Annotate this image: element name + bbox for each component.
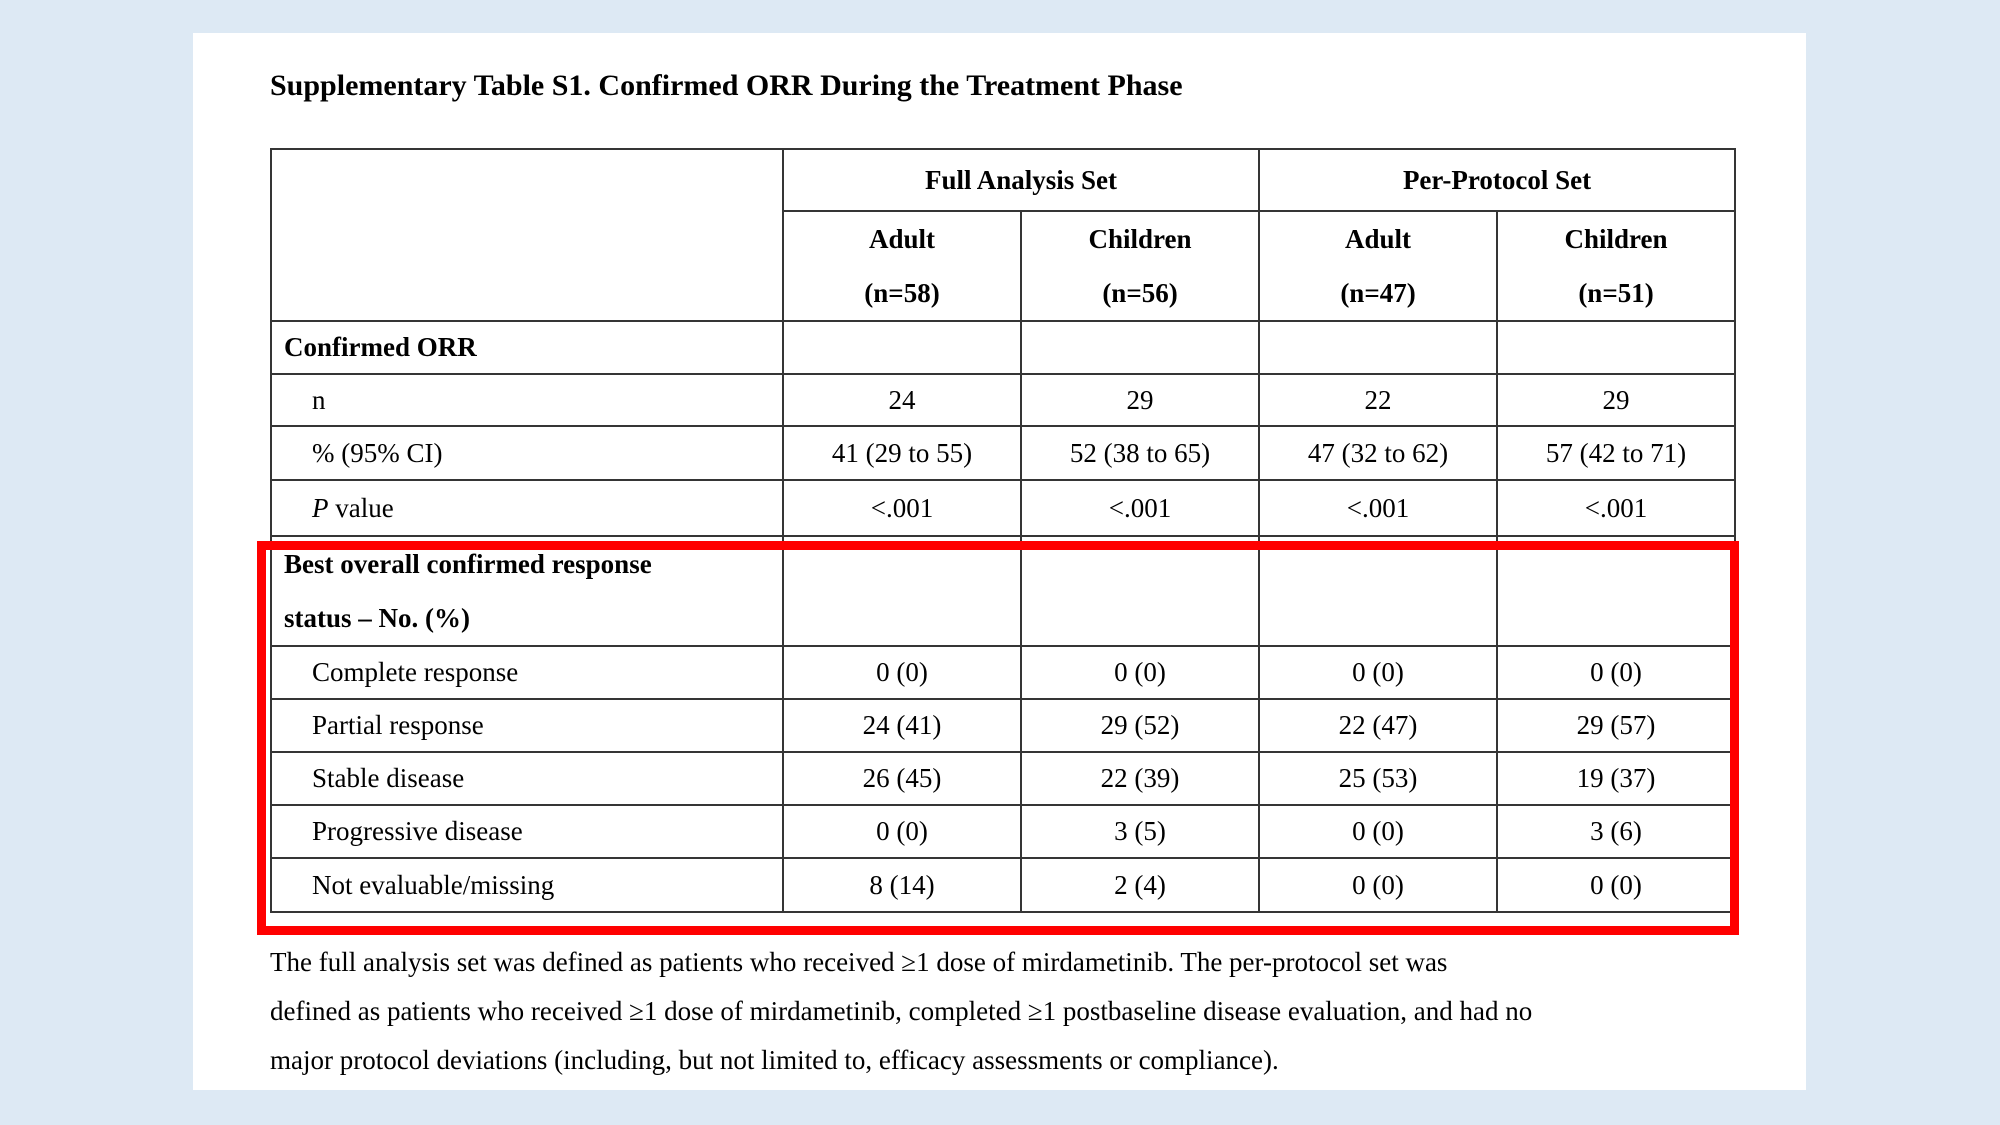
row-label: Complete response — [270, 645, 784, 700]
cell-value: 29 (57) — [1496, 698, 1737, 753]
row-label-line1: Best overall confirmed response — [284, 549, 652, 579]
footnote-line: defined as patients who received ≥1 dose… — [270, 996, 1533, 1026]
row-label: Not evaluable/missing — [270, 857, 784, 913]
cell-value — [1258, 320, 1499, 375]
row-label-line2: status – No. (%) — [284, 603, 470, 633]
cell-value — [782, 320, 1022, 375]
p-rest: value — [328, 492, 394, 523]
cell-value — [782, 535, 1022, 647]
cell-value: 24 (41) — [782, 698, 1022, 753]
column-header-name: Adult — [868, 224, 936, 254]
cell-value: 3 (6) — [1496, 804, 1737, 859]
corner-cell — [270, 148, 784, 322]
cell-value: 19 (37) — [1496, 751, 1737, 806]
table-row-complete-response: Complete response 0 (0) 0 (0) 0 (0) 0 (0… — [270, 645, 1737, 700]
column-header-n: (n=58) — [864, 278, 940, 308]
cell-value: 3 (5) — [1019, 804, 1261, 859]
cell-value: 22 — [1258, 373, 1499, 427]
cell-value: 22 (47) — [1258, 698, 1499, 753]
cell-value — [1019, 320, 1261, 375]
cell-value: <.001 — [1496, 479, 1737, 537]
table-row-pct-ci: % (95% CI) 41 (29 to 55) 52 (38 to 65) 4… — [270, 425, 1737, 481]
cell-value: 26 (45) — [782, 751, 1022, 806]
cell-value: <.001 — [1019, 479, 1261, 537]
row-label: Stable disease — [270, 751, 784, 806]
cell-value: 0 (0) — [1496, 857, 1737, 913]
cell-value: 2 (4) — [1019, 857, 1261, 913]
cell-value: 0 (0) — [1496, 645, 1737, 700]
column-header-pps-children: Children (n=51) — [1496, 210, 1737, 322]
footnote-line: The full analysis set was defined as pat… — [270, 947, 1448, 977]
row-label: Partial response — [270, 698, 784, 753]
cell-value: 47 (32 to 62) — [1258, 425, 1499, 481]
table-row-stable-disease: Stable disease 26 (45) 22 (39) 25 (53) 1… — [270, 751, 1737, 806]
table-row-partial-response: Partial response 24 (41) 29 (52) 22 (47)… — [270, 698, 1737, 753]
column-header-fas-children: Children (n=56) — [1019, 210, 1261, 322]
row-label: % (95% CI) — [270, 425, 784, 481]
cell-value: 41 (29 to 55) — [782, 425, 1022, 481]
cell-value: 29 — [1019, 373, 1261, 427]
row-label: P value — [270, 479, 784, 537]
orr-table: Full Analysis Set Per-Protocol Set Adult… — [270, 148, 1737, 913]
row-label: n — [270, 373, 784, 427]
table-row-not-evaluable: Not evaluable/missing 8 (14) 2 (4) 0 (0)… — [270, 857, 1737, 913]
cell-value — [1019, 535, 1261, 647]
column-header-name: Children — [1088, 224, 1192, 254]
cell-value: 0 (0) — [782, 804, 1022, 859]
document-page: Supplementary Table S1. Confirmed ORR Du… — [193, 33, 1806, 1090]
cell-value: 8 (14) — [782, 857, 1022, 913]
footnote: The full analysis set was defined as pat… — [270, 938, 1532, 1085]
group-header-row: Full Analysis Set Per-Protocol Set — [270, 148, 1737, 322]
cell-value: 22 (39) — [1019, 751, 1261, 806]
table-row-n: n 24 29 22 29 — [270, 373, 1737, 427]
row-label: Progressive disease — [270, 804, 784, 859]
table-row-progressive-disease: Progressive disease 0 (0) 3 (5) 0 (0) 3 … — [270, 804, 1737, 859]
row-label: Confirmed ORR — [270, 320, 784, 375]
cell-value: 0 (0) — [782, 645, 1022, 700]
page-title: Supplementary Table S1. Confirmed ORR Du… — [270, 69, 1183, 102]
table-row-p-value: P value <.001 <.001 <.001 <.001 — [270, 479, 1737, 537]
cell-value — [1258, 535, 1499, 647]
footnote-line: major protocol deviations (including, bu… — [270, 1045, 1279, 1075]
cell-value: 24 — [782, 373, 1022, 427]
cell-value: <.001 — [782, 479, 1022, 537]
column-header-name: Adult — [1345, 224, 1412, 254]
row-label: Best overall confirmed response status –… — [270, 535, 784, 647]
cell-value: 29 — [1496, 373, 1737, 427]
table-row-best-overall-response: Best overall confirmed response status –… — [270, 535, 1737, 647]
cell-value: 57 (42 to 71) — [1496, 425, 1737, 481]
group-header-full-analysis-set: Full Analysis Set — [781, 148, 1261, 212]
group-header-per-protocol-set: Per-Protocol Set — [1258, 148, 1737, 212]
table-row-confirmed-orr: Confirmed ORR — [270, 320, 1737, 375]
cell-value — [1496, 320, 1737, 375]
column-header-fas-adult: Adult (n=58) — [782, 210, 1022, 322]
cell-value: 0 (0) — [1258, 857, 1499, 913]
column-header-name: Children — [1564, 224, 1668, 254]
column-header-pps-adult: Adult (n=47) — [1258, 210, 1499, 322]
column-header-n: (n=51) — [1578, 278, 1654, 308]
cell-value — [1496, 535, 1737, 647]
column-header-n: (n=56) — [1102, 278, 1178, 308]
cell-value: 25 (53) — [1258, 751, 1499, 806]
p-italic: P — [312, 492, 329, 523]
column-header-row: Adult (n=58) Children (n=56) Adult (n=47… — [271, 210, 1737, 322]
cell-value: 0 (0) — [1258, 804, 1499, 859]
cell-value: <.001 — [1258, 479, 1499, 537]
cell-value: 0 (0) — [1019, 645, 1261, 700]
cell-value: 0 (0) — [1258, 645, 1499, 700]
cell-value: 29 (52) — [1019, 698, 1261, 753]
column-header-n: (n=47) — [1340, 278, 1416, 308]
cell-value: 52 (38 to 65) — [1019, 425, 1261, 481]
